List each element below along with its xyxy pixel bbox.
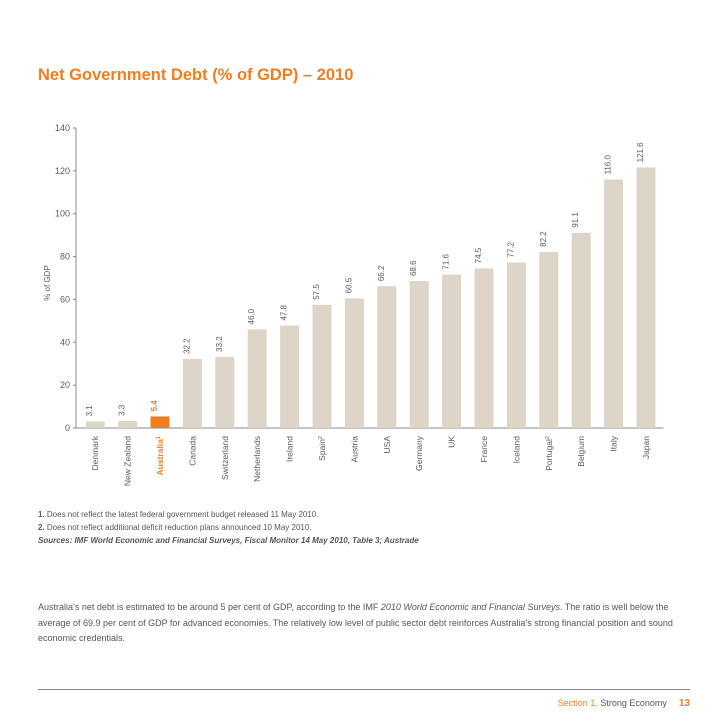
footnotes: 1. Does not reflect the latest federal g…: [38, 508, 419, 547]
x-axis-labels: Denmark New Zealand Australia1 Canada Switze…: [90, 435, 651, 486]
bar-switzerland: [215, 356, 235, 428]
bar-new-zealand: [118, 420, 138, 428]
value-label: 91.1: [571, 212, 580, 228]
y-tick-label: 100: [55, 209, 70, 219]
value-label: 77.2: [506, 241, 515, 257]
y-tick-label: 80: [60, 252, 70, 262]
bar-japan: [636, 167, 656, 428]
bar-austria: [344, 298, 364, 428]
value-labels: 3.1 3.3 5.4 32.2 33.2 46.0 47.8 57.5 60.5 66.2 68.…: [85, 142, 645, 416]
bar-france: [474, 268, 494, 428]
y-axis: 0 20 40 60 80 100 120 140: [55, 123, 664, 433]
chart-title: Net Government Debt (% of GDP) – 2010: [38, 66, 354, 84]
category-label: Switzerland: [220, 436, 230, 480]
category-label: Spain2: [317, 436, 327, 461]
category-label: Belgium: [576, 436, 586, 467]
bar-germany: [409, 281, 429, 428]
category-label: Australia1: [155, 436, 165, 475]
category-label: USA: [382, 436, 392, 454]
value-label: 71.6: [442, 253, 451, 269]
y-axis-label: % of GDP: [43, 265, 52, 301]
y-tick-label: 0: [65, 423, 70, 433]
category-label: Portugal2: [544, 436, 554, 471]
value-label: 32.2: [182, 338, 191, 354]
category-label: Germany: [414, 435, 424, 471]
category-label: Iceland: [511, 436, 521, 464]
category-label: Japan: [641, 436, 651, 459]
value-label: 116.0: [604, 154, 613, 174]
value-label: 121.6: [636, 142, 645, 163]
category-label: Denmark: [90, 435, 100, 470]
value-label: 3.3: [118, 404, 127, 416]
footnote-2: 2. Does not reflect additional deficit r…: [38, 523, 312, 532]
footnote-1: 1. Does not reflect the latest federal g…: [38, 510, 319, 519]
bar-canada: [182, 359, 202, 428]
category-label: New Zealand: [123, 436, 133, 486]
value-label: 57.5: [312, 284, 321, 300]
bar-chart: 0 20 40 60 80 100 120 140 3.1 3.3 5.4 32.2 33.2 46.0…: [43, 123, 664, 486]
bar-uk: [442, 274, 462, 428]
value-label: 66.2: [377, 265, 386, 281]
page-footer: Section 1. Strong Economy 13: [558, 698, 690, 709]
bar-belgium: [571, 232, 591, 428]
y-tick-label: 60: [60, 294, 70, 304]
value-label: 68.6: [409, 260, 418, 276]
bar-iceland: [506, 262, 526, 428]
page-number: 13: [678, 698, 690, 709]
y-tick-label: 140: [55, 123, 70, 133]
value-label: 60.5: [344, 277, 353, 293]
footer-divider: [38, 689, 690, 690]
value-label: 46.0: [247, 308, 256, 324]
bar-ireland: [280, 325, 300, 428]
y-tick-label: 40: [60, 337, 70, 347]
value-label: 33.2: [215, 336, 224, 352]
section-name: Strong Economy: [597, 698, 667, 708]
value-label: 47.8: [280, 304, 289, 320]
bar-spain: [312, 304, 332, 428]
category-label: Netherlands: [252, 436, 262, 482]
y-tick-label: 120: [55, 166, 70, 176]
bar-denmark: [85, 421, 105, 428]
bar-portugal: [539, 251, 559, 428]
value-label: 3.1: [85, 405, 94, 417]
y-tick-label: 20: [60, 380, 70, 390]
value-label: 74.5: [474, 247, 483, 263]
value-label: 5.4: [150, 400, 159, 412]
category-label: Italy: [609, 435, 619, 451]
body-paragraph: Australia’s net debt is estimated to be …: [38, 602, 673, 643]
bar-italy: [604, 179, 624, 428]
category-label: Ireland: [285, 436, 295, 462]
value-label: 82.2: [539, 231, 548, 247]
category-label: UK: [447, 436, 457, 448]
section-prefix: Section 1.: [557, 698, 598, 708]
sources-note: Sources: IMF World Economic and Financia…: [38, 536, 419, 545]
bar-usa: [377, 286, 397, 428]
bar-netherlands: [247, 329, 267, 428]
bar-australia: [150, 416, 170, 428]
bars: [85, 167, 656, 428]
category-label: Austria: [349, 436, 359, 463]
category-label: France: [479, 436, 489, 463]
category-label: Canada: [187, 436, 197, 466]
